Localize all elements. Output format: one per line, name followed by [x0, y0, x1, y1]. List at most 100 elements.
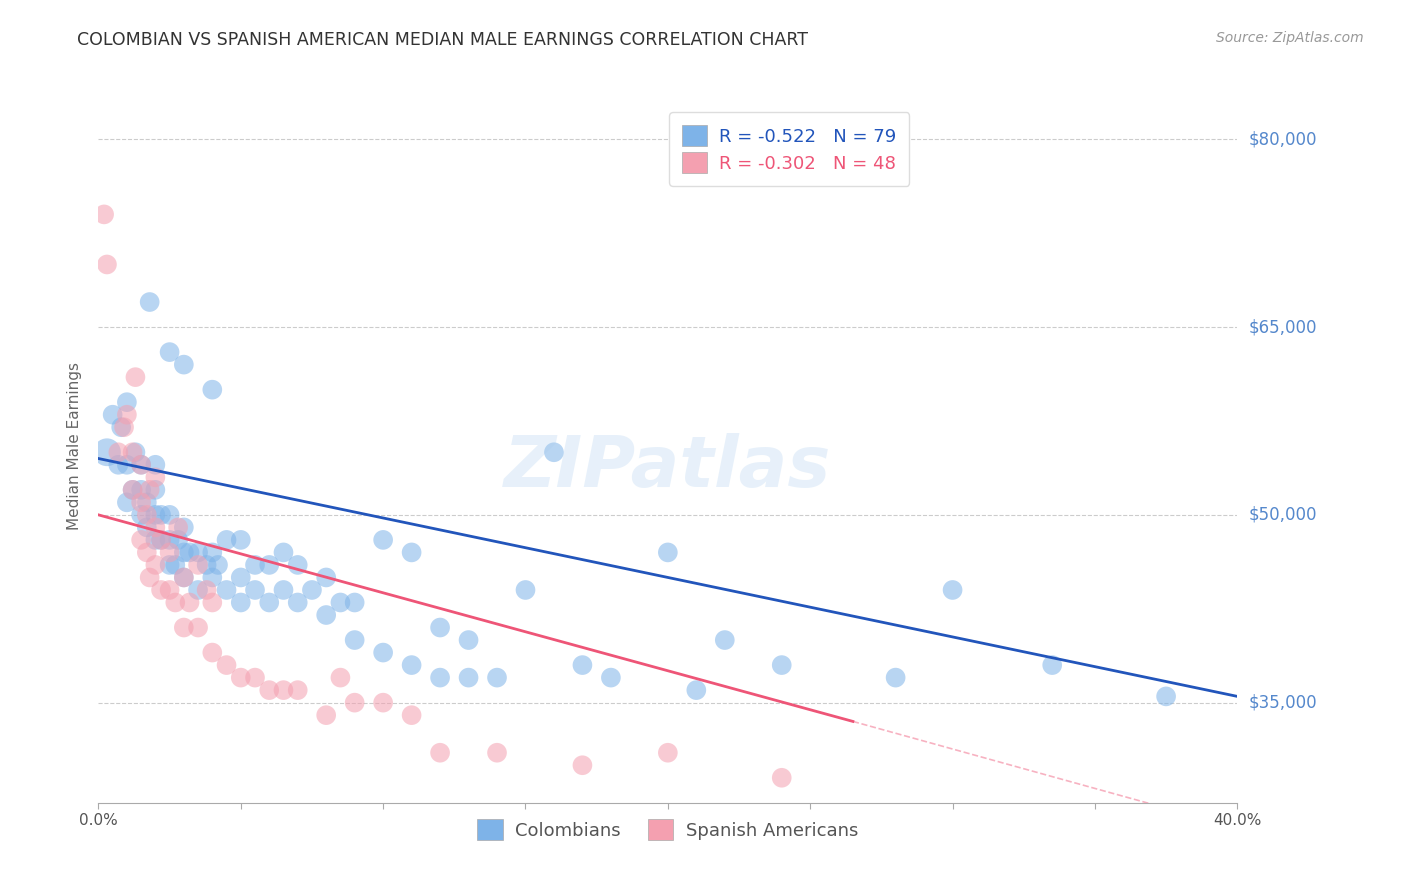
Point: [179, 545, 201, 559]
Point: [150, 533, 173, 547]
Point: [145, 508, 167, 522]
Point: [138, 483, 160, 497]
Point: [571, 658, 593, 673]
Point: [159, 508, 181, 522]
Y-axis label: Median Male Earnings: Median Male Earnings: [67, 362, 83, 530]
Point: [96, 257, 118, 271]
Point: [343, 633, 366, 648]
Point: [195, 558, 218, 572]
Point: [373, 646, 395, 660]
Point: [107, 458, 129, 472]
Point: [173, 358, 195, 372]
Point: [167, 533, 190, 547]
Point: [571, 758, 593, 772]
Point: [657, 746, 679, 760]
Point: [770, 771, 793, 785]
Point: [884, 671, 907, 685]
Point: [96, 445, 118, 459]
Point: [159, 558, 181, 572]
Point: [135, 520, 157, 534]
Point: [135, 495, 157, 509]
Point: [124, 370, 146, 384]
Point: [201, 646, 224, 660]
Text: $65,000: $65,000: [1249, 318, 1317, 336]
Point: [145, 470, 167, 484]
Point: [259, 595, 281, 609]
Point: [1040, 658, 1063, 673]
Point: [215, 533, 238, 547]
Point: [243, 582, 266, 597]
Point: [287, 683, 309, 698]
Point: [107, 445, 129, 459]
Point: [243, 671, 266, 685]
Point: [215, 582, 238, 597]
Point: [457, 671, 479, 685]
Point: [159, 533, 181, 547]
Point: [145, 458, 167, 472]
Point: [273, 545, 295, 559]
Point: [207, 558, 229, 572]
Point: [457, 633, 479, 648]
Text: Source: ZipAtlas.com: Source: ZipAtlas.com: [1216, 31, 1364, 45]
Point: [287, 595, 309, 609]
Text: $50,000: $50,000: [1249, 506, 1317, 524]
Point: [229, 671, 252, 685]
Point: [187, 558, 209, 572]
Point: [187, 582, 209, 597]
Point: [145, 558, 167, 572]
Point: [486, 746, 509, 760]
Point: [315, 570, 337, 584]
Point: [429, 746, 451, 760]
Point: [201, 570, 224, 584]
Point: [515, 582, 537, 597]
Point: [165, 595, 187, 609]
Point: [229, 570, 252, 584]
Point: [287, 558, 309, 572]
Point: [150, 582, 173, 597]
Point: [129, 533, 152, 547]
Point: [215, 658, 238, 673]
Point: [600, 671, 623, 685]
Point: [273, 683, 295, 698]
Point: [129, 495, 152, 509]
Point: [373, 696, 395, 710]
Point: [229, 533, 252, 547]
Point: [167, 520, 190, 534]
Point: [315, 708, 337, 723]
Point: [273, 582, 295, 597]
Point: [201, 383, 224, 397]
Text: COLOMBIAN VS SPANISH AMERICAN MEDIAN MALE EARNINGS CORRELATION CHART: COLOMBIAN VS SPANISH AMERICAN MEDIAN MAL…: [77, 31, 808, 49]
Point: [486, 671, 509, 685]
Point: [173, 520, 195, 534]
Point: [145, 483, 167, 497]
Point: [714, 633, 737, 648]
Text: $35,000: $35,000: [1249, 694, 1317, 712]
Point: [145, 520, 167, 534]
Point: [770, 658, 793, 673]
Point: [115, 458, 138, 472]
Point: [145, 533, 167, 547]
Point: [187, 545, 209, 559]
Point: [543, 445, 565, 459]
Point: [1154, 690, 1177, 704]
Point: [173, 621, 195, 635]
Point: [173, 570, 195, 584]
Point: [115, 408, 138, 422]
Point: [657, 545, 679, 559]
Point: [173, 545, 195, 559]
Point: [259, 683, 281, 698]
Point: [129, 458, 152, 472]
Point: [187, 621, 209, 635]
Point: [129, 483, 152, 497]
Point: [401, 658, 423, 673]
Point: [201, 545, 224, 559]
Point: [195, 582, 218, 597]
Point: [685, 683, 707, 698]
Point: [179, 595, 201, 609]
Point: [401, 545, 423, 559]
Point: [343, 595, 366, 609]
Point: [115, 495, 138, 509]
Point: [343, 696, 366, 710]
Point: [429, 621, 451, 635]
Point: [135, 545, 157, 559]
